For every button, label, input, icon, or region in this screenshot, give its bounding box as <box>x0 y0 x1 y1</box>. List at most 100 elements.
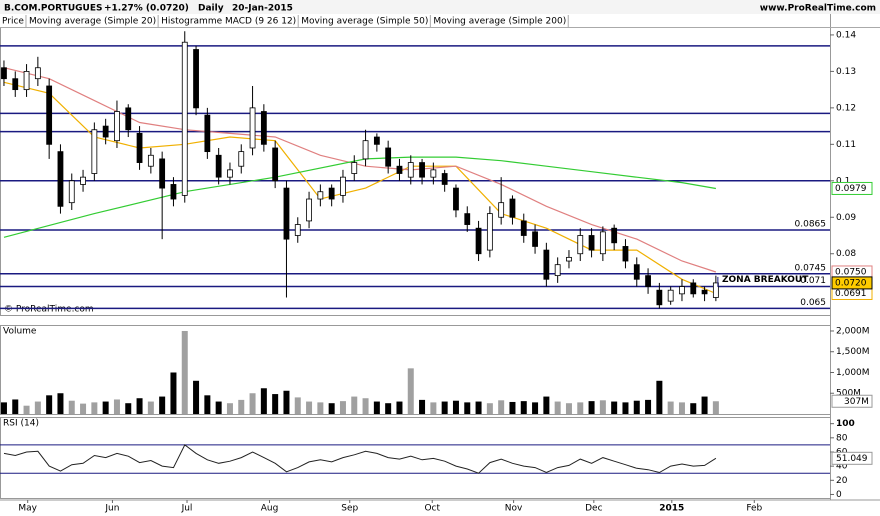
candle-body <box>588 235 595 251</box>
candle-body <box>46 85 53 145</box>
volume-bar <box>147 401 154 414</box>
legend-entry: Histogramme MACD (9 26 12) <box>161 17 296 27</box>
volume-bar <box>396 401 403 414</box>
candle-body <box>656 289 663 306</box>
candle-body <box>328 187 335 200</box>
volume-bar <box>91 402 98 414</box>
volume-bar <box>633 400 640 414</box>
candle-body <box>260 111 267 145</box>
x-tick-label: Jul <box>181 504 193 514</box>
candle-body <box>12 78 19 91</box>
volume-bar <box>272 394 279 414</box>
volume-bar <box>656 380 663 414</box>
candle-body <box>532 231 538 247</box>
volume-bar <box>599 400 606 414</box>
ma-last-label: 0.0691 <box>835 289 867 299</box>
y-tick-label: 0 <box>836 490 842 500</box>
legend-entry: Moving average (Simple 200) <box>433 17 566 27</box>
candle-body <box>114 111 120 142</box>
volume-bar <box>306 401 313 414</box>
candle-body <box>712 282 719 298</box>
volume-bar <box>543 396 550 414</box>
volume-bar <box>328 403 335 414</box>
candle-body <box>373 136 380 145</box>
y-tick-label: 0.08 <box>836 249 856 259</box>
candle-body <box>362 140 369 160</box>
candle-body <box>430 169 437 178</box>
candle-body <box>147 154 154 167</box>
legend-entry: Moving average (Simple 50) <box>301 17 428 27</box>
candle-body <box>272 147 279 182</box>
x-tick-label: Nov <box>505 504 523 514</box>
candle-body <box>679 286 685 295</box>
volume-bar <box>294 397 301 414</box>
y-tick-label: 80 <box>836 433 848 443</box>
candle-body <box>170 184 177 200</box>
candle-body <box>419 162 425 178</box>
volume-bar <box>532 402 539 414</box>
candle-body <box>633 264 640 280</box>
candle-body <box>159 158 166 189</box>
x-tick-label: 2015 <box>659 504 684 514</box>
candle-body <box>645 275 651 287</box>
candle-body <box>125 107 132 131</box>
volume-bar <box>46 395 53 414</box>
volume-bar <box>498 400 505 414</box>
volume-bar <box>430 402 437 414</box>
volume-bar <box>554 401 561 414</box>
candle-body <box>91 129 98 174</box>
candle-body <box>102 125 109 138</box>
volume-bar <box>611 401 618 414</box>
candle-body <box>283 187 290 240</box>
x-tick-label: Jun <box>104 504 119 514</box>
volume-bar <box>12 399 19 414</box>
volume-bar <box>260 388 267 414</box>
last-label-box <box>831 394 873 408</box>
candle-body <box>622 246 629 262</box>
price-last-label-box <box>831 276 873 290</box>
candle-body <box>57 151 64 207</box>
y-tick-label: 0.1 <box>836 176 850 186</box>
y-tick-label: 100 <box>836 419 855 429</box>
candle-body <box>306 198 312 222</box>
volume-bar <box>181 330 188 414</box>
volume-bar <box>373 401 380 414</box>
change: +1.27% (0.0720) <box>104 4 189 14</box>
volume-bar <box>57 393 64 414</box>
candle-body <box>701 289 708 295</box>
annotation: ZONA BREAKOUT <box>722 275 809 285</box>
volume-bar <box>68 400 75 414</box>
y-tick-label: 1,000M <box>836 368 870 378</box>
level-label: 0.0745 <box>795 263 827 273</box>
volume-bar <box>486 403 493 414</box>
last-label: 51.049 <box>836 454 868 464</box>
candle-body <box>611 227 618 244</box>
volume-bar <box>690 403 697 414</box>
volume-bar <box>520 401 527 414</box>
ma-last-label: 0.0750 <box>835 267 867 277</box>
volume-bar <box>509 401 516 414</box>
candle-body <box>566 256 572 262</box>
volume-bar <box>249 393 256 414</box>
candle-body <box>475 227 482 255</box>
candle-body <box>396 165 403 174</box>
volume-bar <box>226 403 233 414</box>
volume-bar <box>113 399 120 414</box>
candle-body <box>464 213 471 225</box>
y-tick-label: 20 <box>836 476 848 486</box>
volume-bar <box>159 396 166 414</box>
volume-bar <box>170 372 177 414</box>
candle-body <box>193 49 199 109</box>
period: Daily <box>198 4 224 14</box>
candle-body <box>520 220 527 236</box>
price-last-label: 0.0720 <box>835 278 867 288</box>
candle-body <box>351 162 358 174</box>
candle-body <box>498 202 505 218</box>
candle-body <box>340 176 346 196</box>
candle-body <box>453 187 459 211</box>
candle-body <box>215 154 222 178</box>
ma-last-label-box <box>831 181 873 195</box>
volume-bar <box>667 401 674 414</box>
candle-body <box>690 282 697 295</box>
